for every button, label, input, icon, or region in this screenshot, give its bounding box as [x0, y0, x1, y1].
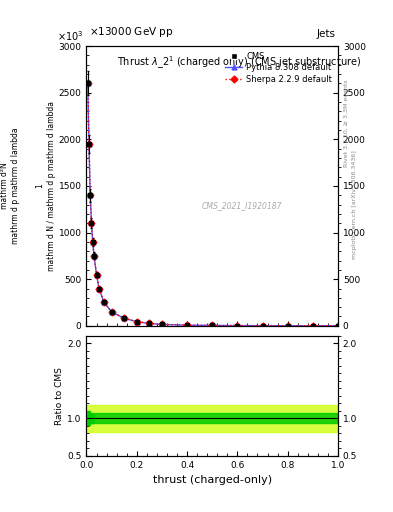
Text: $\times 10^{3}$: $\times 10^{3}$ [57, 30, 84, 44]
Text: CMS_2021_I1920187: CMS_2021_I1920187 [202, 201, 283, 210]
Text: Jets: Jets [316, 29, 336, 39]
Bar [87, 412, 89, 425]
Text: $\times$13000 GeV pp: $\times$13000 GeV pp [89, 25, 173, 39]
Y-axis label: mathrm d²N
mathrm d p mathrm d lambda

1
mathrm d N / mathrm d p mathrm d lambda: mathrm d²N mathrm d p mathrm d lambda 1 … [0, 101, 56, 271]
Text: mcplots.cern.ch [arXiv:1306.3436]: mcplots.cern.ch [arXiv:1306.3436] [352, 151, 357, 259]
Text: Rivet 3.1.10, ≥ 3.3M events: Rivet 3.1.10, ≥ 3.3M events [344, 79, 349, 167]
Bar [86, 404, 338, 432]
Legend: CMS, Pythia 8.308 default, Sherpa 2.2.9 default: CMS, Pythia 8.308 default, Sherpa 2.2.9 … [224, 50, 334, 86]
X-axis label: thrust (charged-only): thrust (charged-only) [152, 475, 272, 485]
Bar [90, 414, 92, 423]
Bar [88, 412, 90, 425]
Bar [92, 414, 94, 423]
Text: Thrust $\lambda\_2^1$ (charged only) (CMS jet substructure): Thrust $\lambda\_2^1$ (charged only) (CM… [117, 54, 361, 71]
Bar [86, 413, 338, 423]
Y-axis label: Ratio to CMS: Ratio to CMS [55, 367, 64, 424]
Bar [90, 414, 91, 423]
